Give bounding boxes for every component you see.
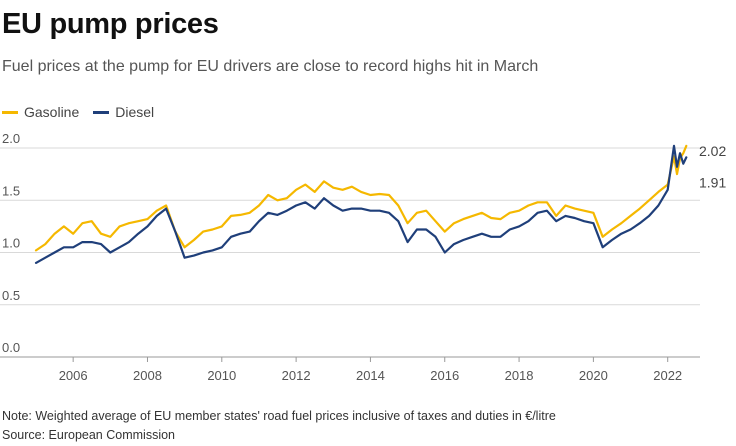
x-tick-label: 2020 [579,368,608,383]
legend-label-diesel: Diesel [115,104,155,120]
legend-swatch-diesel [93,110,110,114]
chart-note: Note: Weighted average of EU member stat… [2,409,556,423]
x-tick-label: 2016 [430,368,459,383]
y-tick-label: 0.0 [2,340,20,355]
chart-source: Source: European Commission [2,428,175,442]
y-tick-label: 1.0 [2,236,20,251]
x-tick-label: 2012 [282,368,311,383]
chart-title: EU pump prices [2,8,219,40]
end-label-diesel: 1.91 [699,174,726,190]
y-tick-label: 2.0 [2,131,20,146]
x-tick-label: 2018 [505,368,534,383]
legend-swatch-gasoline [2,110,18,114]
x-tick-label: 2010 [207,368,236,383]
x-tick-label: 2022 [653,368,682,383]
y-tick-label: 0.5 [2,288,20,303]
chart-subtitle: Fuel prices at the pump for EU drivers a… [2,58,539,75]
x-tick-label: 2008 [133,368,162,383]
legend-item-diesel: Diesel [93,104,154,120]
end-label-gasoline: 2.02 [699,143,726,159]
x-tick-label: 2006 [59,368,88,383]
legend-label-gasoline: Gasoline [24,104,80,120]
y-tick-label: 1.5 [2,183,20,198]
x-tick-label: 2014 [356,368,385,383]
gasoline-line [34,144,688,252]
legend: Gasoline Diesel [2,104,168,120]
legend-item-gasoline: Gasoline [2,104,79,120]
diesel-line [34,144,688,264]
